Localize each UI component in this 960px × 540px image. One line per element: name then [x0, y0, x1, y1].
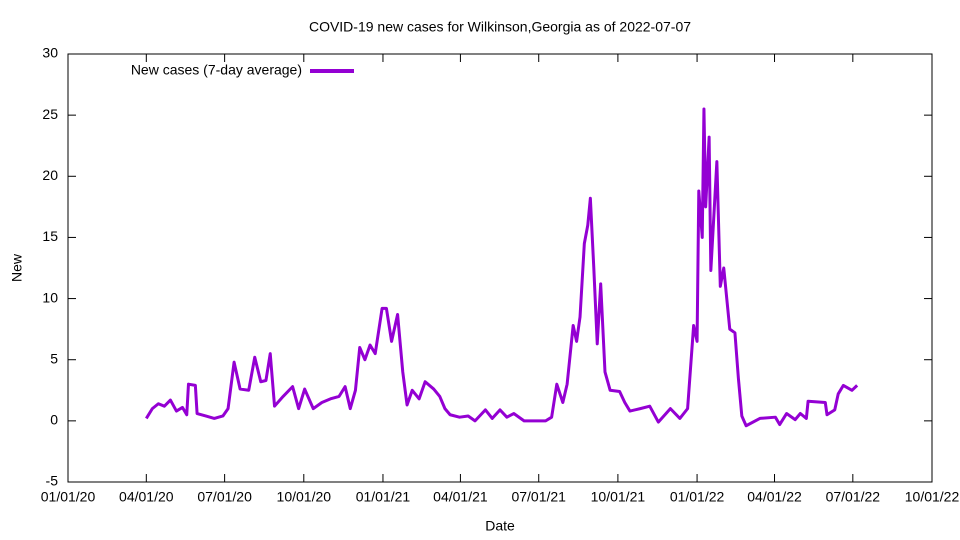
- y-tick-label: 0: [50, 412, 58, 428]
- x-tick-label: 01/01/22: [670, 489, 725, 505]
- plot-frame: [67, 53, 933, 483]
- y-tick-label: 5: [50, 350, 58, 366]
- y-tick-label: 25: [42, 106, 58, 122]
- x-tick-label: 04/01/21: [433, 489, 488, 505]
- x-tick-label: 10/01/22: [905, 489, 960, 505]
- y-tick-label: 15: [42, 228, 58, 244]
- x-tick-label: 10/01/21: [591, 489, 646, 505]
- x-tick-label: 07/01/20: [197, 489, 252, 505]
- y-tick-label: 30: [42, 45, 58, 61]
- x-tick-label: 10/01/20: [277, 489, 332, 505]
- y-tick-label: -5: [46, 473, 59, 489]
- x-axis-label: Date: [485, 518, 515, 534]
- y-axis-label: New: [9, 253, 25, 282]
- data-line: [145, 107, 859, 428]
- x-tick-label: 07/01/21: [511, 489, 566, 505]
- x-tick-label: 07/01/22: [826, 489, 881, 505]
- x-tick-label: 01/01/20: [41, 489, 96, 505]
- x-tick-label: 01/01/21: [356, 489, 411, 505]
- legend-label: New cases (7-day average): [131, 62, 302, 78]
- x-tick-label: 04/01/20: [119, 489, 174, 505]
- x-tick-label: 04/01/22: [747, 489, 802, 505]
- y-tick-label: 20: [42, 167, 58, 183]
- y-tick-label: 10: [42, 289, 58, 305]
- chart-title: COVID-19 new cases for Wilkinson,Georgia…: [309, 19, 691, 35]
